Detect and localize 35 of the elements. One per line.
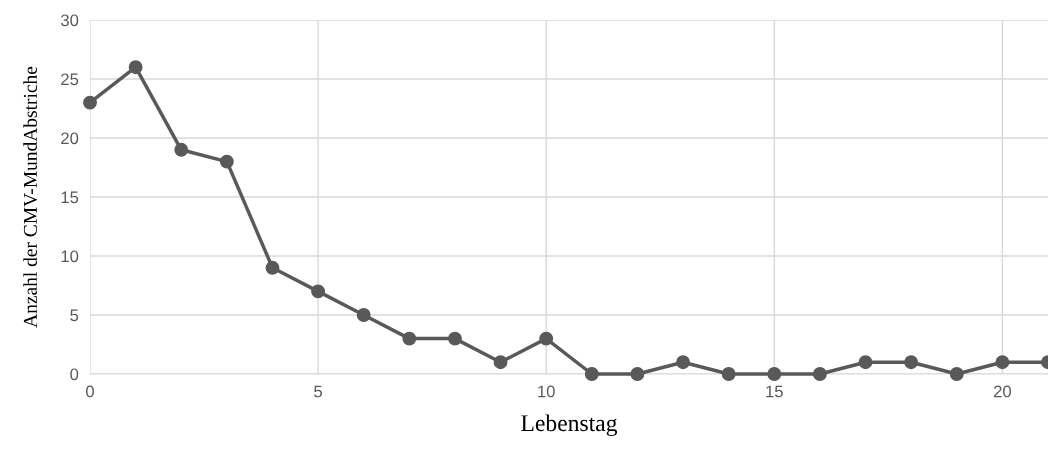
point [767, 367, 782, 381]
point [128, 60, 143, 75]
point [448, 331, 462, 346]
point [584, 367, 599, 381]
y-tick-label: 25 [61, 73, 79, 86]
x-tick-label: 20 [993, 385, 1011, 398]
x-tick-label: 15 [766, 385, 783, 398]
point [539, 331, 554, 346]
x-tick-label: 0 [86, 385, 94, 398]
point [83, 95, 97, 110]
point [174, 142, 189, 157]
y-axis-title: Anzahl der CMV-MundAbstriche [23, 66, 38, 328]
point [311, 284, 326, 299]
point [904, 355, 919, 370]
y-tick-label: 30 [60, 14, 79, 27]
point [721, 367, 736, 381]
point [493, 355, 508, 370]
y-tick-label: 20 [61, 132, 79, 145]
point [265, 260, 280, 275]
x-tick-label: 5 [314, 385, 323, 398]
point [676, 355, 690, 370]
point [812, 367, 827, 381]
point [995, 355, 1010, 370]
point [630, 367, 645, 381]
y-tick-label: 15 [61, 191, 79, 204]
point [949, 367, 964, 381]
point [356, 308, 371, 322]
y-tick-label: 10 [61, 250, 79, 263]
y-tick-label: 0 [70, 368, 79, 381]
point [219, 154, 234, 169]
x-axis-title: Lebenstag [521, 414, 618, 437]
point [402, 331, 417, 346]
y-tick-label: 5 [70, 309, 79, 322]
x-tick-label: 10 [538, 385, 555, 398]
point [858, 355, 873, 370]
